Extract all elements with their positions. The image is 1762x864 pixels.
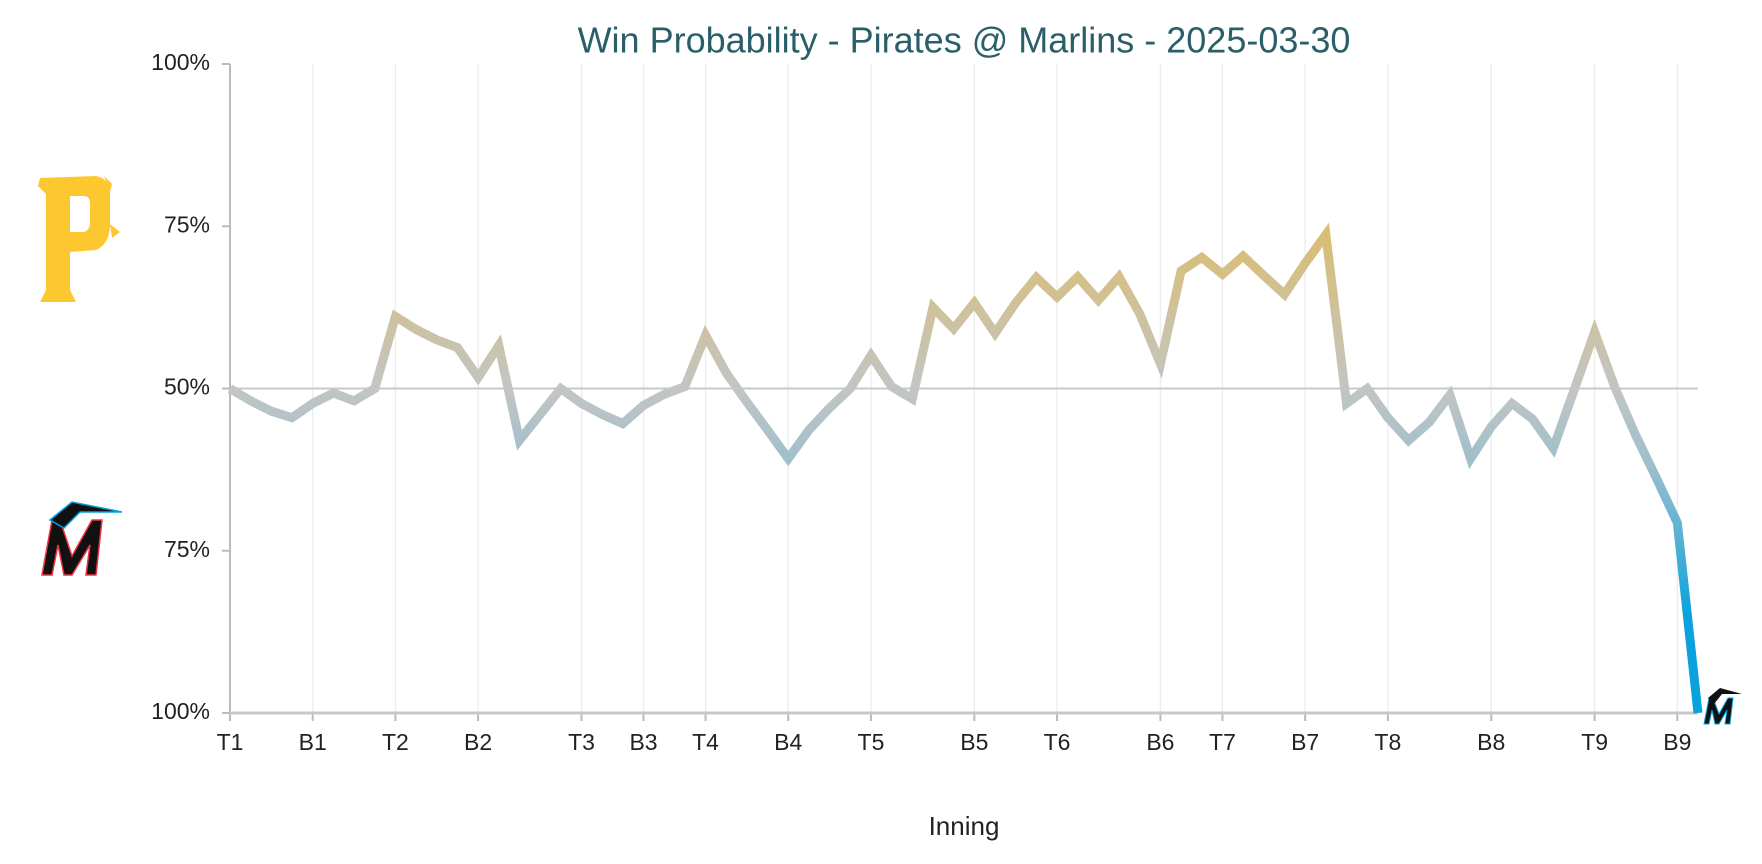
x-tick-label: B2 xyxy=(464,729,492,755)
x-tick-label: T1 xyxy=(217,729,244,755)
x-tick-label: T7 xyxy=(1209,729,1236,755)
x-tick-label: T9 xyxy=(1581,729,1608,755)
x-tick-label: T3 xyxy=(568,729,595,755)
x-tick-label: T2 xyxy=(382,729,409,755)
x-tick-label: B4 xyxy=(774,729,802,755)
marlins-logo-small xyxy=(1703,688,1742,725)
y-tick-label: 100% xyxy=(151,698,210,724)
x-tick-label: T8 xyxy=(1374,729,1401,755)
x-tick-label: B6 xyxy=(1146,729,1174,755)
x-tick-label: T6 xyxy=(1044,729,1071,755)
y-tick-label: 75% xyxy=(164,536,210,562)
x-axis-label: Inning xyxy=(929,811,1000,841)
pirates-logo xyxy=(38,176,120,302)
x-tick-label: B8 xyxy=(1477,729,1505,755)
y-tick-label: 50% xyxy=(164,374,210,400)
y-tick-label: 75% xyxy=(164,211,210,237)
marlins-logo xyxy=(41,501,123,576)
y-tick-label: 100% xyxy=(151,49,210,75)
x-tick-label: B1 xyxy=(299,729,327,755)
x-tick-label: B3 xyxy=(629,729,657,755)
win-probability-line xyxy=(227,222,1703,714)
chart-title: Win Probability - Pirates @ Marlins - 20… xyxy=(578,20,1351,61)
x-tick-label: B9 xyxy=(1663,729,1691,755)
x-tick-label: B7 xyxy=(1291,729,1319,755)
x-tick-label: T5 xyxy=(858,729,885,755)
x-tick-label: T4 xyxy=(692,729,719,755)
x-tick-label: B5 xyxy=(960,729,988,755)
